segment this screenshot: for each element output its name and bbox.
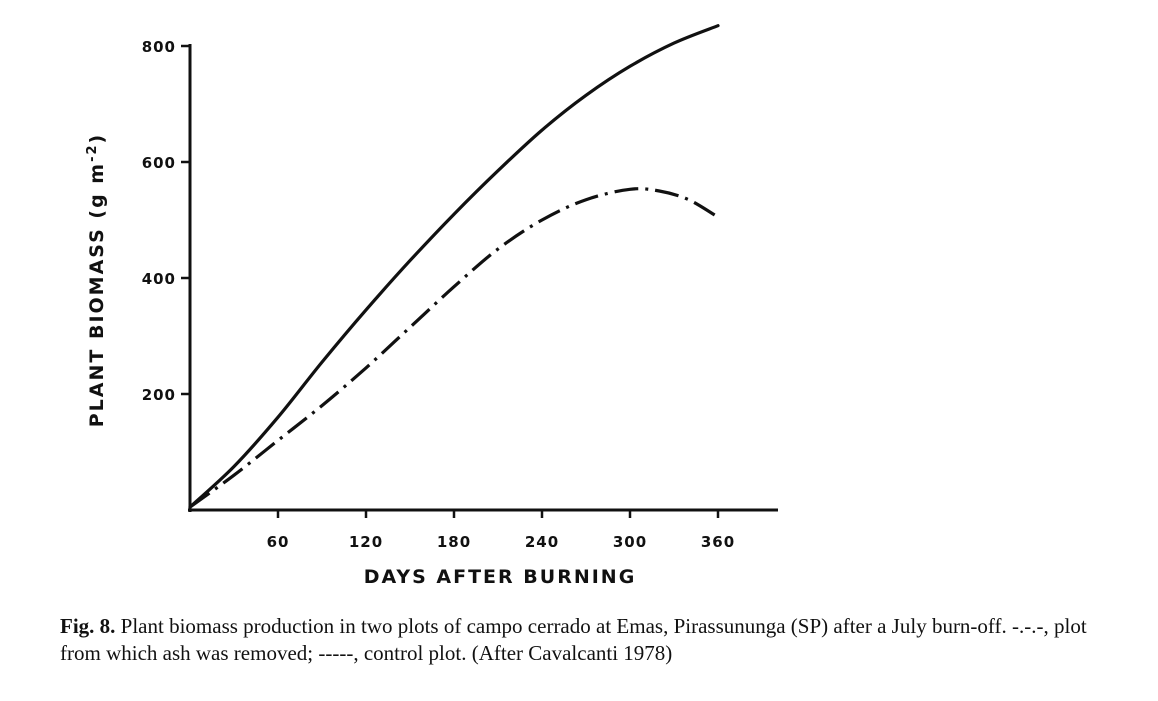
y-tick-label: 800 (142, 38, 176, 56)
figure-caption: Fig. 8. Plant biomass production in two … (60, 613, 1120, 667)
y-axis-title-main: PLANT BIOMASS (g m (86, 162, 108, 427)
ash-removed-plot-line (189, 187, 719, 509)
x-tick-label: 360 (701, 533, 735, 551)
x-tick-label: 60 (267, 533, 290, 551)
x-ticks: 60 120 180 240 300 360 (267, 510, 735, 551)
x-axis-title: DAYS AFTER BURNING (364, 566, 637, 588)
y-tick-label: 600 (142, 154, 176, 172)
x-tick-label: 120 (349, 533, 383, 551)
figure-caption-text: Plant biomass production in two plots of… (60, 614, 1087, 665)
x-tick-label: 240 (525, 533, 559, 551)
chart-axes (188, 44, 778, 512)
y-tick-label: 400 (142, 270, 176, 288)
figure-caption-label: Fig. 8. (60, 614, 116, 638)
x-tick-label: 300 (613, 533, 647, 551)
series-layer (188, 24, 720, 509)
y-axis-title-close: ) (86, 133, 108, 144)
x-tick-label: 180 (437, 533, 471, 551)
y-ticks: 200 400 600 800 (142, 38, 190, 404)
y-axis-title-superscript: -2 (85, 143, 100, 161)
control-plot-line (188, 24, 720, 509)
y-tick-label: 200 (142, 386, 176, 404)
y-axis-title: PLANT BIOMASS (g m-2) (85, 133, 109, 428)
